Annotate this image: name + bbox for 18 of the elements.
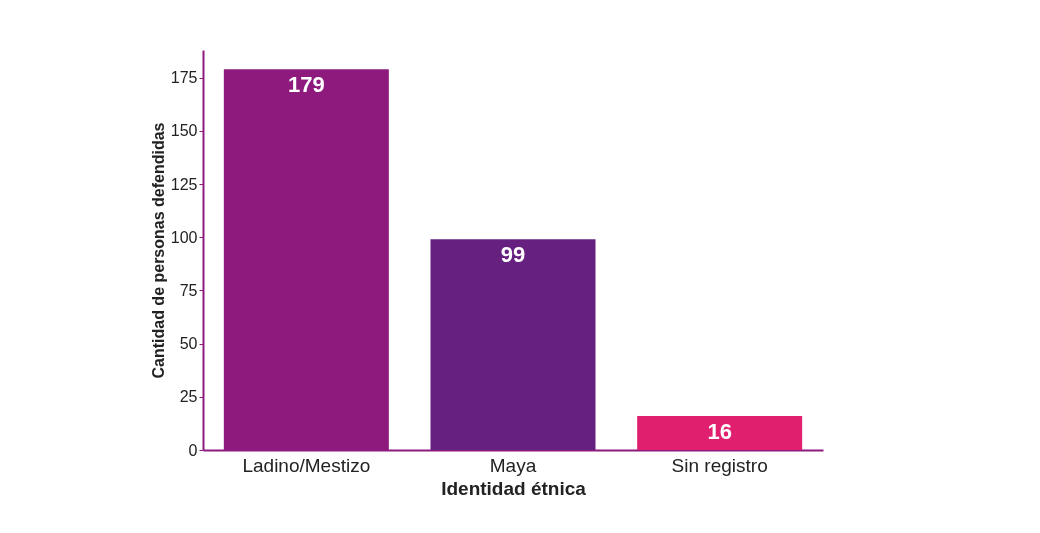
- y-tick-label: 150: [170, 122, 198, 140]
- y-tick-label: 175: [170, 69, 198, 87]
- bar: [637, 415, 803, 450]
- x-tick-label: Sin registro: [671, 454, 768, 476]
- data-label: 16: [707, 418, 732, 444]
- y-tick-label: 100: [170, 228, 198, 246]
- y-axis-title: Cantidad de personas defendidas: [149, 122, 167, 379]
- data-label: 99: [500, 242, 526, 268]
- y-tick-label: 50: [179, 335, 198, 353]
- data-label: 179: [287, 72, 325, 98]
- x-tick-label: Maya: [489, 454, 537, 476]
- bar: [430, 239, 596, 450]
- x-tick-label: Ladino/Mestizo: [242, 454, 371, 476]
- y-tick-label: 0: [188, 441, 198, 459]
- y-tick-label: 75: [179, 281, 198, 299]
- y-tick-label: 25: [179, 388, 198, 406]
- y-tick-label: 125: [170, 175, 198, 193]
- x-axis-title: Identidad étnica: [441, 477, 587, 499]
